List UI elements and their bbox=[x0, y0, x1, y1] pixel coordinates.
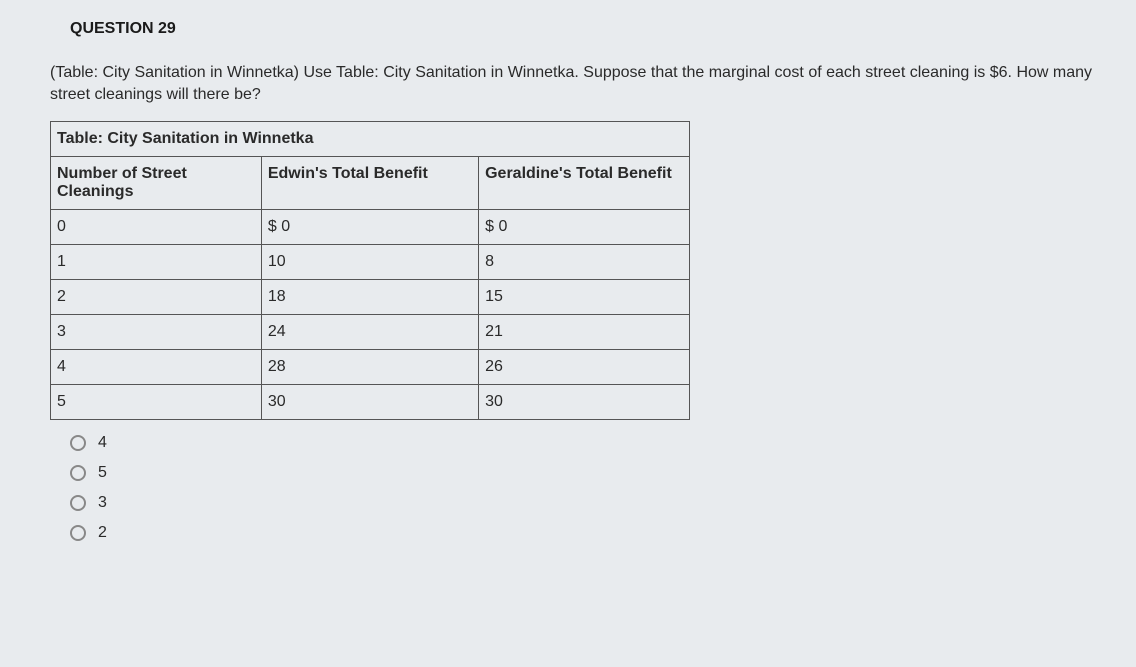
radio-icon[interactable] bbox=[70, 495, 86, 511]
option-label: 4 bbox=[98, 434, 107, 452]
cell: 8 bbox=[479, 244, 690, 279]
data-table: Table: City Sanitation in Winnetka Numbe… bbox=[50, 121, 690, 420]
cell: 21 bbox=[479, 314, 690, 349]
table-title: Table: City Sanitation in Winnetka bbox=[51, 121, 690, 156]
table-row: 1 10 8 bbox=[51, 244, 690, 279]
cell: 1 bbox=[51, 244, 262, 279]
option-label: 2 bbox=[98, 524, 107, 542]
table-row: 2 18 15 bbox=[51, 279, 690, 314]
option-row[interactable]: 2 bbox=[70, 524, 1096, 542]
cell: 30 bbox=[479, 384, 690, 419]
option-row[interactable]: 5 bbox=[70, 464, 1096, 482]
cell: 18 bbox=[261, 279, 478, 314]
option-label: 5 bbox=[98, 464, 107, 482]
column-header-cleanings: Number of Street Cleanings bbox=[51, 156, 262, 209]
cell: 2 bbox=[51, 279, 262, 314]
radio-icon[interactable] bbox=[70, 525, 86, 541]
cell: 15 bbox=[479, 279, 690, 314]
table-row: 5 30 30 bbox=[51, 384, 690, 419]
cell: 3 bbox=[51, 314, 262, 349]
option-row[interactable]: 3 bbox=[70, 494, 1096, 512]
radio-icon[interactable] bbox=[70, 465, 86, 481]
cell: 30 bbox=[261, 384, 478, 419]
column-header-edwin: Edwin's Total Benefit bbox=[261, 156, 478, 209]
cell: 4 bbox=[51, 349, 262, 384]
cell: 10 bbox=[261, 244, 478, 279]
radio-icon[interactable] bbox=[70, 435, 86, 451]
table-row: 3 24 21 bbox=[51, 314, 690, 349]
question-header: QUESTION 29 bbox=[70, 20, 1096, 38]
option-row[interactable]: 4 bbox=[70, 434, 1096, 452]
cell: 5 bbox=[51, 384, 262, 419]
cell: 26 bbox=[479, 349, 690, 384]
answer-options: 4 5 3 2 bbox=[70, 434, 1096, 542]
cell: 24 bbox=[261, 314, 478, 349]
cell: $ 0 bbox=[479, 209, 690, 244]
question-text: (Table: City Sanitation in Winnetka) Use… bbox=[50, 62, 1096, 107]
table-row: 4 28 26 bbox=[51, 349, 690, 384]
column-header-geraldine: Geraldine's Total Benefit bbox=[479, 156, 690, 209]
cell: 28 bbox=[261, 349, 478, 384]
table-row: 0 $ 0 $ 0 bbox=[51, 209, 690, 244]
table-container: Table: City Sanitation in Winnetka Numbe… bbox=[50, 121, 1096, 420]
cell: $ 0 bbox=[261, 209, 478, 244]
option-label: 3 bbox=[98, 494, 107, 512]
cell: 0 bbox=[51, 209, 262, 244]
